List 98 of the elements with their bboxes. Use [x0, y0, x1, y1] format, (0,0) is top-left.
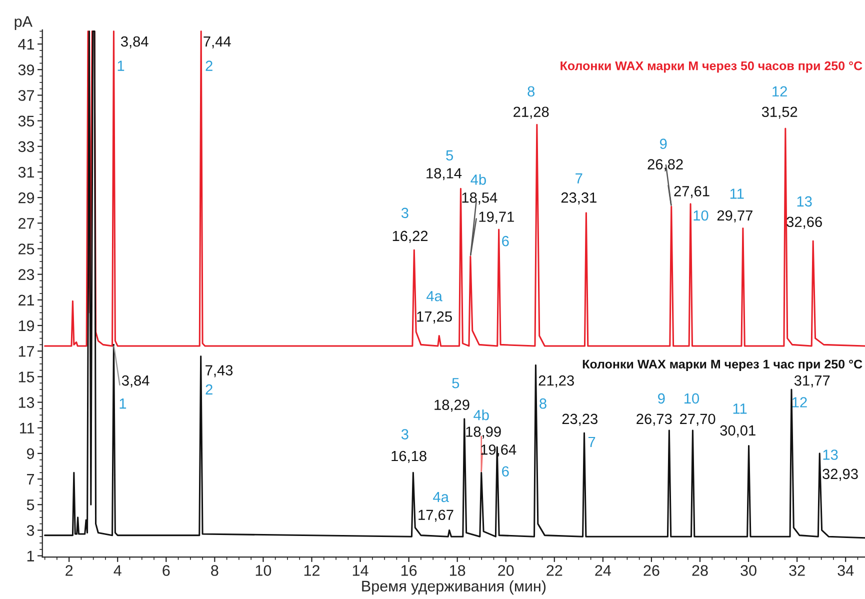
annotation: 1 [120, 398, 126, 409]
annotation: 8 [528, 86, 535, 97]
annotation: 16,22 [392, 230, 428, 243]
y-tick-label: 7 [27, 474, 34, 485]
annotation: 21,23 [538, 375, 574, 388]
annotation: 31,77 [794, 375, 830, 388]
line-series [44, 30, 865, 539]
x-tick-label: 8 [211, 565, 218, 576]
annotation: 13 [823, 450, 838, 460]
x-tick-label: 30 [740, 565, 756, 576]
y-tick-label: 23 [18, 269, 34, 280]
annotation: 19,71 [479, 212, 514, 224]
annotation: 2 [206, 60, 212, 71]
x-tick-label: 14 [352, 565, 368, 576]
annotation: 4b [470, 174, 486, 185]
annotation: 7 [576, 173, 582, 184]
annotation: 12 [792, 397, 807, 408]
annotation: 2 [206, 384, 212, 395]
annotation: 30,01 [720, 425, 756, 438]
annotation: 23,23 [562, 414, 598, 426]
annotation: 18,29 [434, 400, 470, 412]
x-tick-label: 32 [789, 565, 805, 576]
annotation: 7,43 [206, 365, 233, 378]
y-tick-label: 9 [26, 448, 34, 460]
x-tick-label: 26 [644, 565, 660, 576]
annotation: 10 [684, 393, 700, 404]
y-tick-label: 35 [18, 116, 34, 126]
x-tick-label: 12 [304, 565, 320, 576]
y-tick-label: 19 [18, 320, 34, 332]
annotation: 3 [401, 208, 408, 218]
annotation: 12 [772, 86, 787, 96]
y-tick-label: 39 [18, 64, 34, 76]
y-tick-label: 3 [26, 525, 34, 536]
annotation: 9 [658, 393, 665, 404]
x-tick-label: 18 [450, 565, 466, 576]
annotation: 32,93 [822, 468, 858, 481]
y-tick-label: 25 [18, 244, 34, 254]
y-tick-label: 1 [27, 550, 34, 562]
annotation: 10 [694, 210, 708, 221]
y-tick-label: 27 [18, 218, 34, 229]
annotation: 11 [733, 404, 747, 414]
annotation: 18,99 [466, 426, 501, 439]
x-tick-label: 34 [838, 565, 854, 576]
annotation: 7,44 [204, 36, 231, 48]
y-tick-label: 15 [18, 372, 34, 382]
y-tick-label: 5 [26, 500, 34, 510]
text: Колонки WAX марки M через 1 час при 250 °C [582, 360, 862, 372]
annotation: 3,84 [122, 375, 150, 388]
x-tick-label: 16 [401, 565, 417, 576]
y-tick-label: 11 [20, 422, 34, 434]
y-tick-label: 37 [18, 90, 34, 101]
x-tick-label: 28 [692, 565, 708, 576]
annotation: 4b [474, 410, 489, 420]
y-tick-label: 21 [18, 294, 34, 306]
y-tick-label: 29 [18, 192, 34, 204]
x-axis-title: Время удерживания (мин) [362, 580, 546, 595]
annotation: 9 [660, 138, 667, 150]
annotation: 3,84 [120, 36, 148, 48]
annotation: 1 [118, 60, 124, 71]
line-series [44, 30, 865, 347]
annotation: 13 [797, 196, 812, 207]
x-tick-label: 22 [546, 565, 562, 576]
annotation: 17,25 [417, 311, 452, 324]
annotation: 31,52 [762, 106, 798, 119]
annotation: 16,18 [392, 450, 426, 463]
annotation: 4a [433, 492, 449, 502]
annotation: 26,82 [648, 159, 683, 172]
x-tick-label: 6 [162, 565, 170, 576]
text: Колонки WAX марки M через 50 часов при 250 °C [560, 61, 862, 73]
annotation: 11 [730, 188, 744, 199]
y-tick-label: 41 [18, 39, 34, 50]
annotation: 27,70 [680, 414, 716, 426]
annotation: 18,14 [426, 168, 462, 180]
annotation: 23,31 [561, 192, 596, 204]
annotation: 5 [452, 378, 460, 388]
annotation: 26,73 [636, 414, 672, 426]
annotation: 21,28 [514, 106, 549, 119]
annotation: 6 [502, 236, 509, 246]
annotation: 4a [426, 291, 442, 302]
annotation: 29,77 [717, 210, 752, 222]
annotation: 8 [540, 398, 546, 409]
annotation: 18,54 [462, 192, 498, 204]
annotation: 3 [401, 429, 408, 440]
y-tick-label: 13 [18, 397, 34, 408]
y-tick-label: 33 [18, 141, 34, 152]
annotation: 5 [446, 150, 454, 161]
y-tick-label: 31 [18, 166, 34, 178]
y-tick-label: 17 [18, 346, 34, 357]
x-tick-label: 2 [66, 565, 73, 576]
x-tick-label: 10 [256, 565, 272, 576]
annotation: 7 [588, 436, 596, 447]
x-tick-label: 4 [114, 565, 122, 576]
x-tick-label: 20 [498, 565, 514, 576]
annotation: 6 [502, 466, 509, 477]
annotation: 17,67 [418, 510, 454, 522]
x-tick-label: 24 [595, 565, 611, 576]
annotation: 27,61 [674, 186, 710, 198]
y-axis-title: pA [14, 16, 32, 30]
